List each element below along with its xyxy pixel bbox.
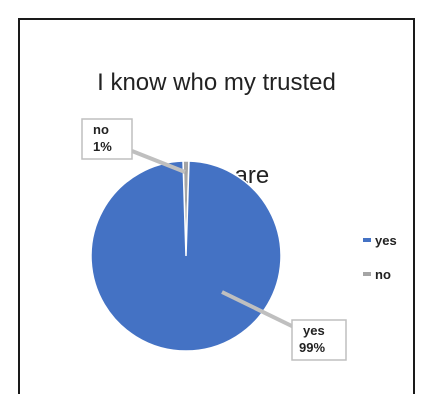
data-label-no-value: 1% (93, 139, 112, 154)
data-label-yes-value: 99% (299, 340, 325, 355)
data-label-no-category: no (93, 122, 109, 137)
legend: yes no (363, 233, 397, 282)
leader-line-no (131, 149, 186, 174)
data-label-yes-box (291, 319, 347, 361)
legend-swatch-yes (363, 238, 371, 242)
chart-title-line-1: I know who my trusted (97, 69, 336, 96)
data-label-no-box (81, 118, 133, 160)
legend-swatch-no (363, 272, 371, 276)
legend-label-yes: yes (375, 233, 397, 248)
leader-line-yes (221, 290, 301, 332)
data-label-yes-category: yes (303, 323, 325, 338)
legend-label-no: no (375, 267, 391, 282)
pie-slice-yes (90, 160, 282, 352)
pie-slices (90, 160, 282, 352)
data-label-yes: yes 99% (291, 319, 347, 361)
data-label-no: no 1% (81, 118, 133, 160)
